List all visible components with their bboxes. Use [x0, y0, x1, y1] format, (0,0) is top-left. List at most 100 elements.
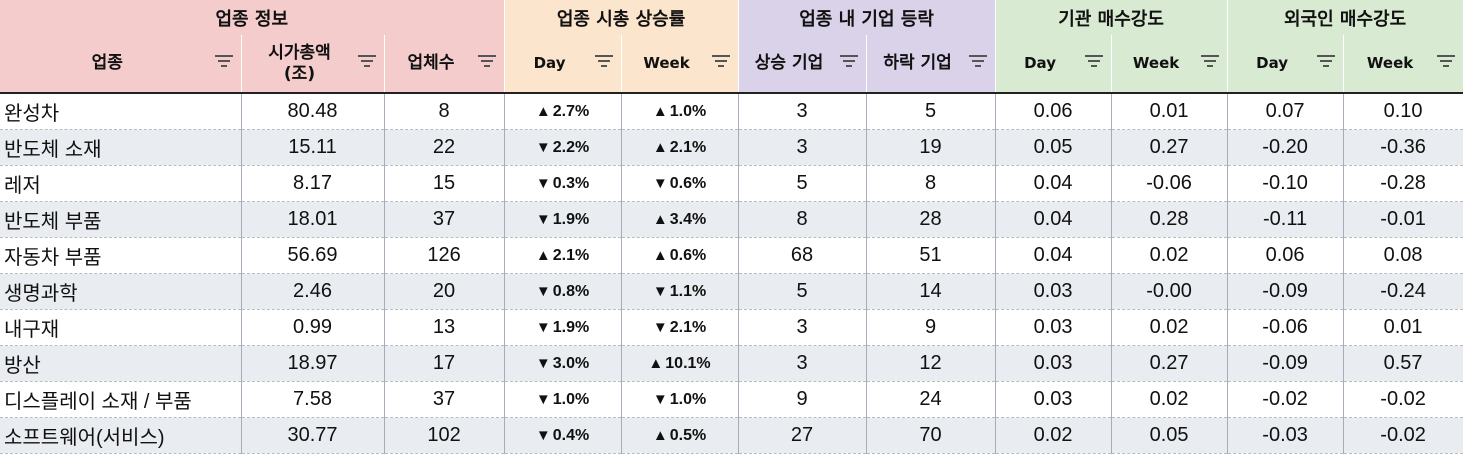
- filter-icon[interactable]: [214, 55, 233, 69]
- column-header-market-cap[interactable]: 시가총액 (조): [241, 35, 385, 94]
- falling-count: 70: [866, 417, 996, 454]
- group-header-rise-fall: 업종 내 기업 등락: [738, 0, 996, 35]
- column-header-foreign-day[interactable]: Day: [1227, 35, 1344, 94]
- foreign-week: 0.57: [1343, 345, 1463, 382]
- market-cap: 80.48: [241, 93, 385, 130]
- change-value: 1.0%: [552, 390, 590, 408]
- filter-icon[interactable]: [968, 55, 987, 69]
- column-header-inst-week[interactable]: Week: [1111, 35, 1228, 94]
- filter-icon[interactable]: [1200, 55, 1219, 69]
- rising-count: 3: [738, 345, 867, 382]
- market-cap: 18.01: [241, 201, 385, 238]
- market-cap-week-change: ▲ 1.0%: [621, 93, 739, 130]
- foreign-day: -0.03: [1227, 417, 1344, 454]
- filter-icon[interactable]: [711, 55, 730, 69]
- group-header-institution: 기관 매수강도: [995, 0, 1228, 35]
- triangle-up-icon: ▲: [652, 246, 668, 264]
- foreign-day: -0.10: [1227, 165, 1344, 202]
- column-header-cap-day[interactable]: Day: [504, 35, 622, 94]
- column-header-sector[interactable]: 업종: [0, 35, 242, 94]
- institution-week: 0.02: [1111, 237, 1228, 274]
- filter-icon[interactable]: [594, 55, 613, 69]
- market-cap-week-change: ▲ 3.4%: [621, 201, 739, 238]
- table-row: 생명과학 2.46 20 ▼ 0.8% ▼ 1.1% 5 14 0.03 -0.00 -0.09 -0.…: [0, 273, 1463, 310]
- company-count: 37: [384, 201, 505, 238]
- column-header-label: Week: [643, 54, 690, 72]
- column-header-foreign-week[interactable]: Week: [1343, 35, 1463, 94]
- triangle-down-icon: ▼: [652, 390, 668, 408]
- table-row: 디스플레이 소재 / 부품 7.58 37 ▼ 1.0% ▼ 1.0% 9 24 0.03 0.02…: [0, 381, 1463, 418]
- foreign-week: 0.08: [1343, 237, 1463, 274]
- triangle-down-icon: ▼: [535, 174, 551, 192]
- change-value: 10.1%: [665, 354, 711, 372]
- market-cap: 0.99: [241, 309, 385, 346]
- rising-count: 8: [738, 201, 867, 238]
- change-value: 1.9%: [552, 318, 590, 336]
- column-header-cap-week[interactable]: Week: [621, 35, 739, 94]
- falling-count: 24: [866, 381, 996, 418]
- triangle-up-icon: ▲: [535, 102, 551, 120]
- company-count: 102: [384, 417, 505, 454]
- triangle-down-icon: ▼: [535, 426, 551, 444]
- triangle-up-icon: ▲: [652, 210, 668, 228]
- company-count: 15: [384, 165, 505, 202]
- filter-icon[interactable]: [839, 55, 858, 69]
- filter-icon[interactable]: [477, 55, 496, 69]
- table-row: 반도체 소재 15.11 22 ▼ 2.2% ▲ 2.1% 3 19 0.05 0.27 -0.20-…: [0, 129, 1463, 166]
- triangle-up-icon: ▲: [535, 246, 551, 264]
- column-header-label: 상승 기업: [754, 53, 824, 73]
- foreign-week: -0.02: [1343, 381, 1463, 418]
- triangle-up-icon: ▲: [652, 102, 668, 120]
- column-header-rising[interactable]: 상승 기업: [738, 35, 867, 94]
- institution-day: 0.03: [995, 309, 1112, 346]
- sector-name: 자동차 부품: [0, 237, 242, 274]
- foreign-day: -0.02: [1227, 381, 1344, 418]
- foreign-week: -0.02: [1343, 417, 1463, 454]
- market-cap-week-change: ▼ 0.6%: [621, 165, 739, 202]
- table-row: 완성차 80.48 8 ▲ 2.7% ▲ 1.0% 3 5 0.06 0.01 0.07 0.10: [0, 93, 1463, 130]
- column-header-label: 업체수: [407, 53, 455, 73]
- column-header-falling[interactable]: 하락 기업: [866, 35, 996, 94]
- column-header-label: 시가총액 (조): [268, 42, 331, 84]
- table-row: 레저 8.17 15 ▼ 0.3% ▼ 0.6% 5 8 0.04 -0.06 -0.10 -0.28: [0, 165, 1463, 202]
- foreign-day: -0.11: [1227, 201, 1344, 238]
- company-count: 20: [384, 273, 505, 310]
- rising-count: 27: [738, 417, 867, 454]
- institution-day: 0.06: [995, 93, 1112, 130]
- sector-name: 내구재: [0, 309, 242, 346]
- institution-day: 0.04: [995, 237, 1112, 274]
- institution-week: 0.05: [1111, 417, 1228, 454]
- foreign-day: -0.06: [1227, 309, 1344, 346]
- institution-day: 0.03: [995, 273, 1112, 310]
- falling-count: 9: [866, 309, 996, 346]
- company-count: 22: [384, 129, 505, 166]
- market-cap-week-change: ▼ 1.1%: [621, 273, 739, 310]
- triangle-up-icon: ▲: [652, 138, 668, 156]
- change-value: 2.7%: [552, 102, 590, 120]
- institution-day: 0.03: [995, 345, 1112, 382]
- filter-icon[interactable]: [1436, 55, 1455, 69]
- change-value: 3.4%: [669, 210, 707, 228]
- institution-week: -0.06: [1111, 165, 1228, 202]
- group-header-sector-info: 업종 정보: [0, 0, 505, 35]
- rising-count: 3: [738, 93, 867, 130]
- triangle-down-icon: ▼: [652, 174, 668, 192]
- sector-name: 소프트웨어(서비스): [0, 417, 242, 454]
- change-value: 0.6%: [669, 246, 707, 264]
- market-cap-week-change: ▲ 10.1%: [621, 345, 739, 382]
- filter-icon[interactable]: [1316, 55, 1335, 69]
- triangle-down-icon: ▼: [535, 354, 551, 372]
- column-header-inst-day[interactable]: Day: [995, 35, 1112, 94]
- change-value: 3.0%: [552, 354, 590, 372]
- change-value: 0.5%: [669, 426, 707, 444]
- filter-icon[interactable]: [357, 55, 376, 69]
- column-header-count[interactable]: 업체수: [384, 35, 505, 94]
- table-row: 내구재 0.99 13 ▼ 1.9% ▼ 2.1% 3 9 0.03 0.02 -0.06 0.01: [0, 309, 1463, 346]
- change-value: 0.6%: [669, 174, 707, 192]
- institution-day: 0.02: [995, 417, 1112, 454]
- column-header-label: 업종: [91, 53, 123, 73]
- sector-name: 생명과학: [0, 273, 242, 310]
- market-cap-day-change: ▼ 1.9%: [504, 201, 622, 238]
- table-row: 반도체 부품 18.01 37 ▼ 1.9% ▲ 3.4% 8 28 0.04 0.28 -0.11-…: [0, 201, 1463, 238]
- filter-icon[interactable]: [1084, 55, 1103, 69]
